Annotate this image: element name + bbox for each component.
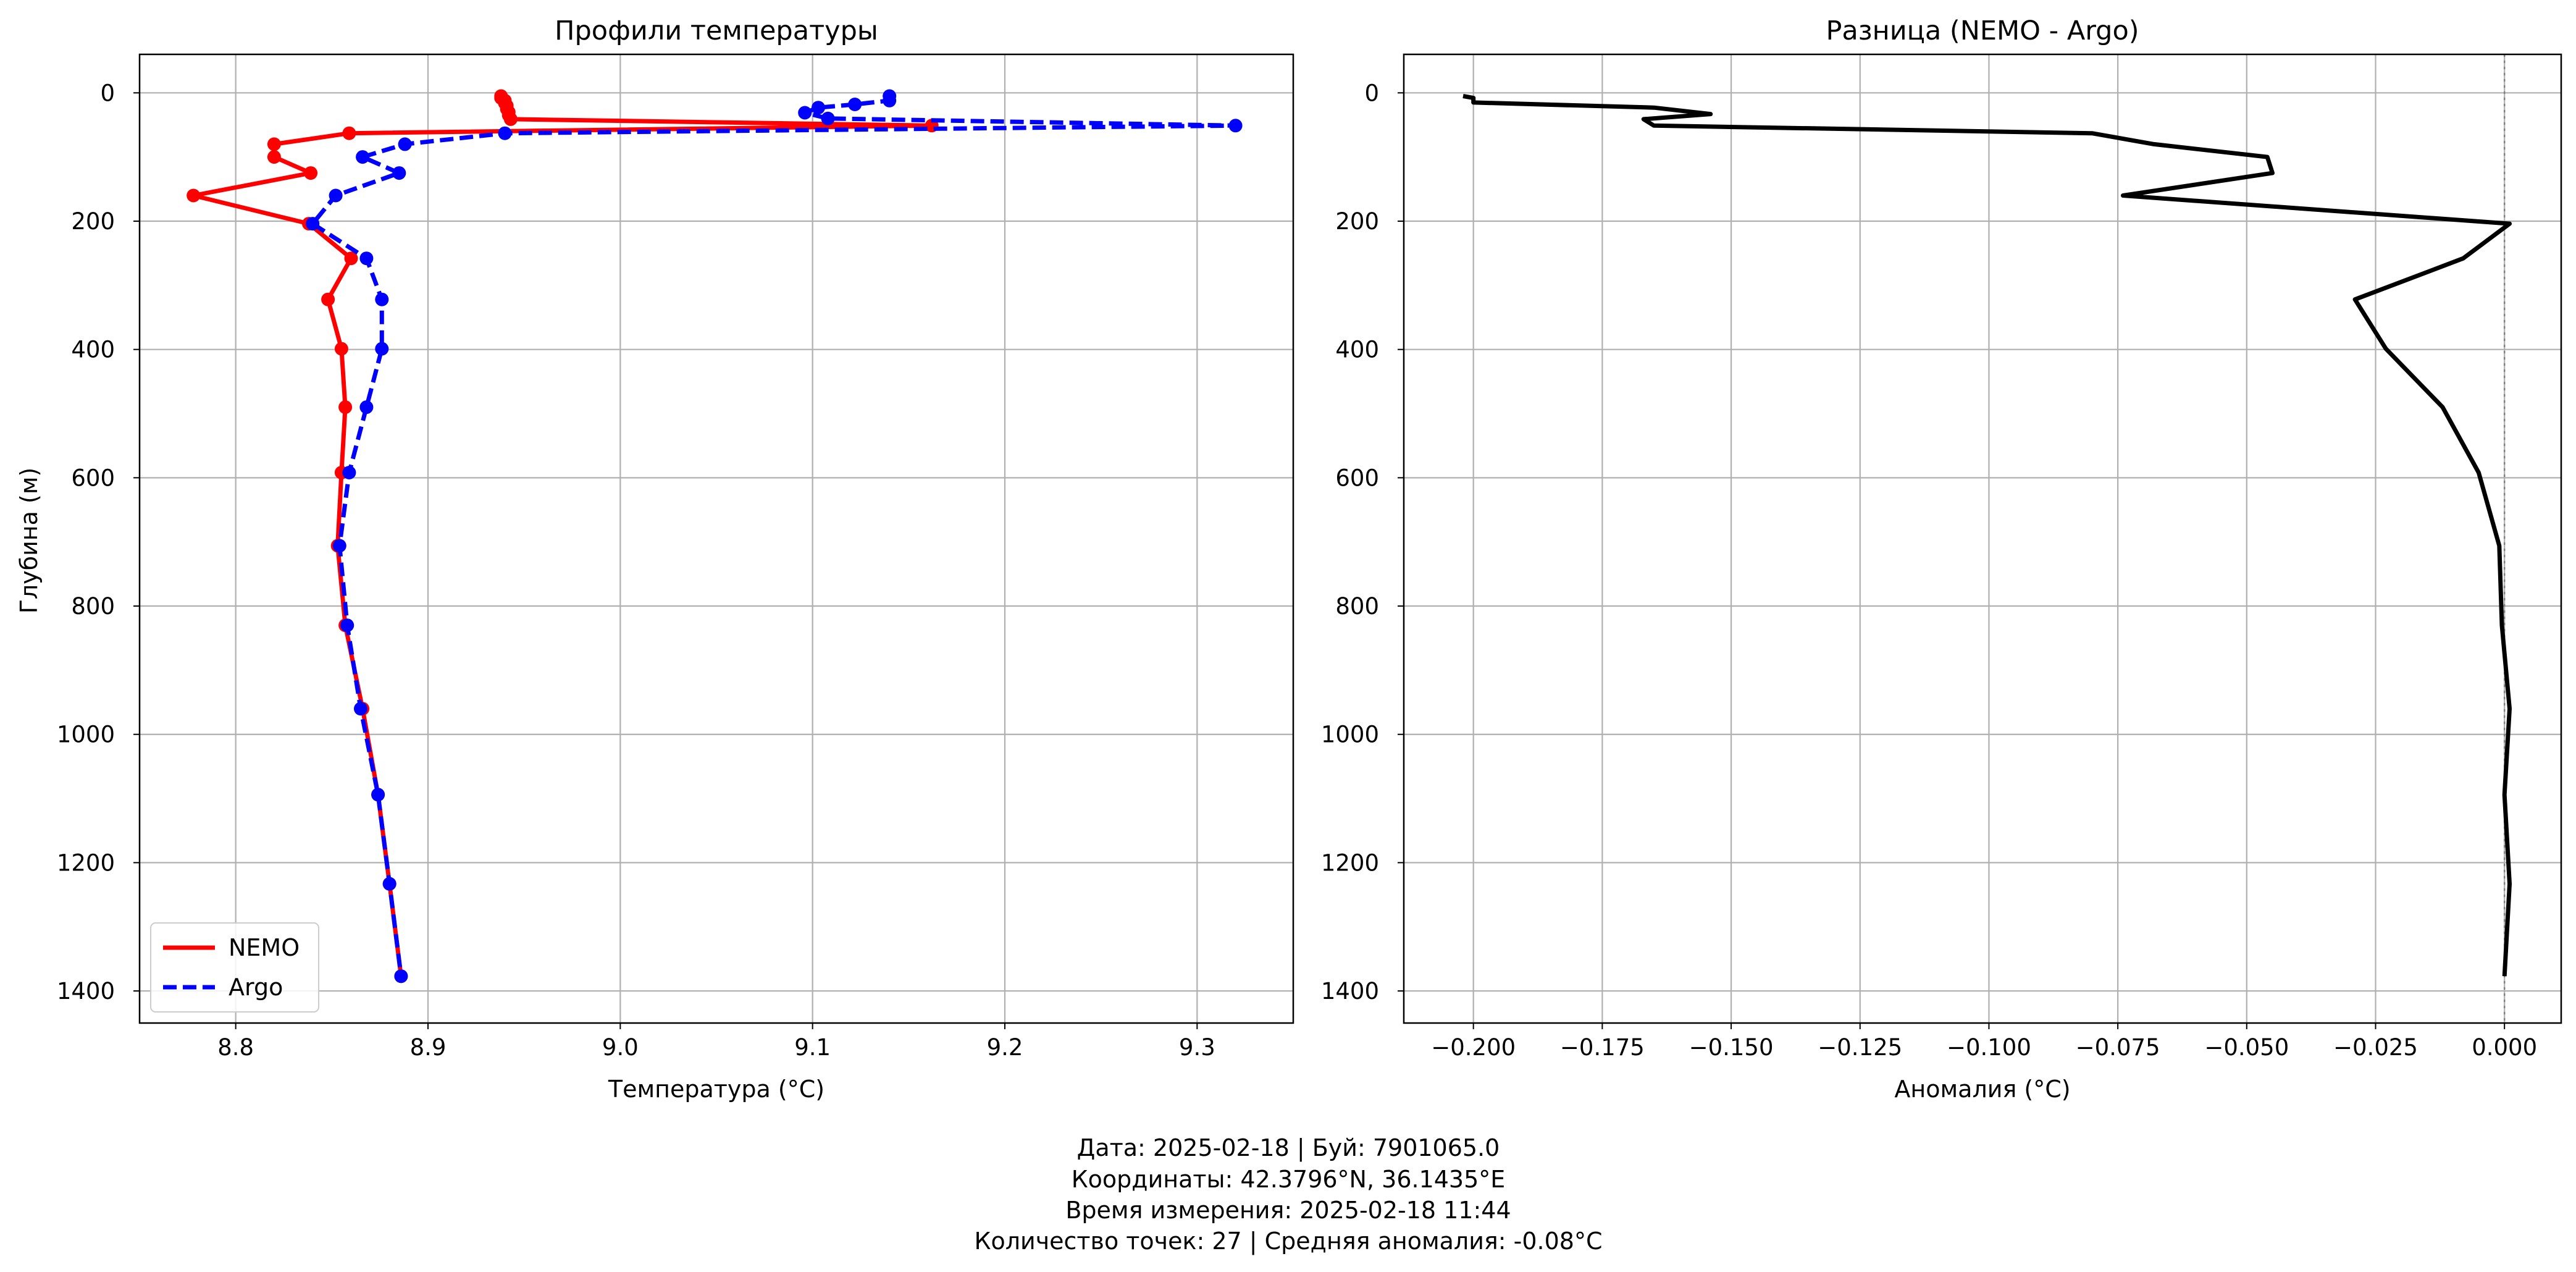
x-tick-label: −0.175 <box>1560 1034 1645 1061</box>
data-point-nemo <box>344 251 358 266</box>
data-point-argo <box>798 106 812 120</box>
data-point-nemo <box>304 166 318 180</box>
x-tick-label: −0.075 <box>2076 1034 2160 1061</box>
x-tick-label: 9.3 <box>1179 1034 1215 1061</box>
footer-line-coordinates: Координаты: 42.3796°N, 36.1435°E <box>1072 1166 1506 1193</box>
legend: NEMO Argo <box>150 922 319 1013</box>
data-point-nemo <box>321 292 335 306</box>
temperature-profile-panel: 8.8 8.9 9.0 9.1 9.2 9.3 0 200 400 600 800 1000 1200 1… <box>15 15 1294 1103</box>
data-point-nemo <box>334 342 348 356</box>
footer-line-time: Время измерения: 2025-02-18 11:44 <box>1065 1197 1511 1224</box>
data-point-argo <box>359 251 374 266</box>
x-tick-label: −0.025 <box>2333 1034 2418 1061</box>
x-tick-label: 8.9 <box>410 1034 447 1061</box>
data-point-argo <box>332 539 346 553</box>
x-tick-label: 9.0 <box>602 1034 639 1061</box>
y-tick-label: 600 <box>1335 465 1379 491</box>
y-tick-label: 1000 <box>57 722 115 748</box>
y-tick-label: 0 <box>1364 80 1379 106</box>
y-tick-label: 1000 <box>1321 722 1379 748</box>
data-point-argo <box>306 217 320 231</box>
data-point-nemo <box>267 137 281 151</box>
x-tick-label: −0.100 <box>1947 1034 2031 1061</box>
footer-line-stats: Количество точек: 27 | Средняя аномалия:… <box>974 1228 1602 1255</box>
chart-title: Профили температуры <box>555 15 878 46</box>
x-axis-label: Аномалия (°C) <box>1894 1076 2070 1103</box>
data-point-argo <box>392 166 406 180</box>
figure-footer: Дата: 2025-02-18 | Буй: 7901065.0 Коорди… <box>974 1134 1602 1255</box>
legend-label-argo: Argo <box>229 974 283 1001</box>
data-point-nemo <box>342 126 356 140</box>
legend-label-nemo: NEMO <box>229 934 300 961</box>
y-tick-label: 400 <box>71 337 115 363</box>
legend-box <box>150 922 319 1013</box>
data-point-argo <box>359 400 374 415</box>
y-tick-label: 600 <box>71 465 115 491</box>
y-tick-label: 1200 <box>57 849 115 876</box>
plot-frame <box>1403 53 2562 1024</box>
anomaly-panel: −0.200 −0.175 −0.150 −0.125 −0.100 −0.075 −0.0… <box>1321 15 2562 1103</box>
y-tick-label: 1400 <box>57 978 115 1005</box>
data-point-nemo <box>338 400 353 415</box>
data-point-argo <box>375 342 389 356</box>
y-tick-label: 0 <box>100 80 115 106</box>
data-point-argo <box>371 788 385 802</box>
data-point-argo <box>394 969 408 983</box>
x-tick-label: −0.150 <box>1689 1034 1774 1061</box>
data-point-nemo <box>503 112 518 126</box>
data-point-argo <box>1228 119 1243 133</box>
data-point-argo <box>398 137 412 151</box>
data-point-argo <box>498 126 512 140</box>
x-tick-label: −0.200 <box>1431 1034 1516 1061</box>
y-axis-label: Глубина (м) <box>15 468 43 614</box>
data-point-argo <box>375 292 389 306</box>
chart-title: Разница (NEMO - Argo) <box>1826 15 2139 46</box>
x-tick-label: 9.2 <box>987 1034 1023 1061</box>
x-tick-label: 9.1 <box>794 1034 831 1061</box>
data-point-argo <box>883 93 897 107</box>
data-point-nemo <box>187 188 201 203</box>
data-point-argo <box>354 702 367 716</box>
y-tick-label: 200 <box>71 208 115 235</box>
data-point-argo <box>329 188 343 203</box>
y-tick-label: 800 <box>71 593 115 620</box>
data-point-argo <box>848 98 862 111</box>
data-point-argo <box>342 466 356 479</box>
data-point-argo <box>821 111 835 125</box>
y-tick-label: 1200 <box>1321 849 1379 876</box>
y-tick-label: 200 <box>1335 208 1379 235</box>
x-tick-label: 8.8 <box>217 1034 254 1061</box>
y-tick-label: 1400 <box>1321 978 1379 1005</box>
y-tick-label: 800 <box>1335 593 1379 620</box>
series-line-anomaly <box>1462 94 2512 977</box>
data-point-argo <box>812 101 825 115</box>
plot-frame <box>138 53 1294 1024</box>
data-point-argo <box>382 877 396 891</box>
data-point-argo <box>356 150 370 164</box>
x-tick-label: −0.050 <box>2204 1034 2289 1061</box>
x-tick-label: −0.125 <box>1818 1034 1902 1061</box>
y-tick-label: 400 <box>1335 337 1379 363</box>
data-point-nemo <box>267 150 281 164</box>
data-point-argo <box>340 618 355 633</box>
x-axis-label: Температура (°C) <box>608 1076 824 1103</box>
footer-line-date-buoy: Дата: 2025-02-18 | Буй: 7901065.0 <box>1077 1134 1500 1162</box>
x-tick-label: 0.000 <box>2472 1034 2537 1061</box>
